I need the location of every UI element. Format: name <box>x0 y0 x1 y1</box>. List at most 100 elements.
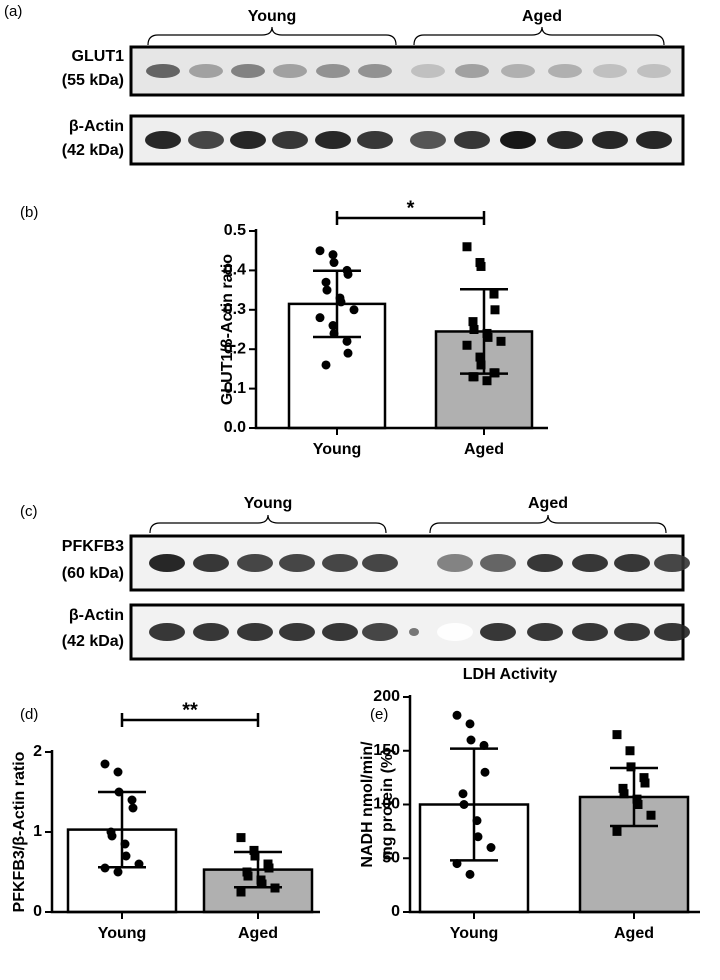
axis <box>408 695 700 914</box>
data-point <box>321 360 331 370</box>
band <box>455 64 489 78</box>
data-point <box>315 313 325 323</box>
data-point <box>612 730 622 740</box>
band <box>145 131 181 149</box>
blot-label: β-Actin <box>69 607 124 624</box>
band <box>358 64 392 78</box>
data-point <box>469 325 479 334</box>
y-tick-label: 0.1 <box>224 380 246 397</box>
y-tick-label: 1 <box>33 823 42 840</box>
band <box>149 623 185 641</box>
panel-label: (d) <box>20 706 38 723</box>
data-point <box>476 360 486 370</box>
band <box>527 554 563 572</box>
data-point <box>625 746 635 756</box>
data-point <box>113 767 123 777</box>
data-point <box>640 778 650 788</box>
data-point <box>459 800 469 809</box>
data-point <box>342 336 352 346</box>
blot-label: (55 kDa) <box>62 72 124 89</box>
y-axis-label: GLUT1/β-Actin ratio <box>219 254 236 405</box>
data-point <box>236 833 246 843</box>
data-point <box>127 795 137 805</box>
band <box>636 131 672 149</box>
data-point <box>633 800 643 809</box>
band <box>273 64 307 78</box>
data-point <box>619 789 629 799</box>
y-axis-label: mg protein (%) <box>379 749 396 861</box>
y-axis-label: NADH nmol/min/ <box>359 741 376 868</box>
brace <box>429 514 667 534</box>
brace <box>147 26 397 46</box>
error-bar <box>610 766 658 828</box>
data-point <box>321 277 331 287</box>
brace <box>149 514 387 534</box>
band <box>410 131 446 149</box>
data-point <box>482 376 492 386</box>
data-point <box>639 773 649 783</box>
band <box>480 554 516 572</box>
y-tick-label: 2 <box>33 743 42 760</box>
band <box>500 131 536 149</box>
band <box>437 623 473 641</box>
band <box>409 628 419 636</box>
x-tick-label: Young <box>450 925 499 942</box>
data-point <box>475 352 485 362</box>
data-point <box>329 258 339 268</box>
group-label: Aged <box>528 495 568 512</box>
y-tick-label: 0.3 <box>224 301 246 318</box>
error-bar <box>450 747 498 862</box>
blot <box>129 603 690 661</box>
band <box>315 131 351 149</box>
band <box>411 64 445 78</box>
blot <box>129 534 690 592</box>
axis <box>254 229 548 430</box>
band <box>593 64 627 78</box>
data-point <box>121 851 131 861</box>
band <box>237 554 273 572</box>
chart-title: LDH Activity <box>463 666 558 683</box>
band <box>357 131 393 149</box>
data-point <box>468 317 478 327</box>
band <box>279 554 315 572</box>
x-tick-label: Aged <box>238 925 278 942</box>
y-tick-label: 0.5 <box>224 222 246 239</box>
band <box>362 554 398 572</box>
data-point <box>462 242 472 252</box>
panel-label: (e) <box>370 706 388 723</box>
y-tick-label: 200 <box>373 688 400 705</box>
y-tick-label: 100 <box>373 796 400 813</box>
band <box>189 64 223 78</box>
data-point <box>496 336 506 346</box>
data-point <box>264 863 274 873</box>
band <box>572 623 608 641</box>
data-point <box>469 372 479 382</box>
band <box>548 64 582 78</box>
data-point <box>107 831 117 841</box>
group-label: Aged <box>522 8 562 25</box>
y-tick-label: 0 <box>33 903 42 920</box>
data-point <box>483 332 493 342</box>
y-tick-label: 0 <box>391 903 400 920</box>
group-label: Young <box>244 495 293 512</box>
band <box>547 131 583 149</box>
band <box>322 554 358 572</box>
panel-label: (b) <box>20 204 38 221</box>
band <box>501 64 535 78</box>
band <box>614 554 650 572</box>
error-bar <box>460 288 508 375</box>
significance-label: ** <box>182 699 198 721</box>
data-point <box>489 289 499 299</box>
x-tick-label: Young <box>313 441 362 458</box>
band <box>316 64 350 78</box>
band <box>637 64 671 78</box>
blot-label: (42 kDa) <box>62 142 124 159</box>
band <box>454 131 490 149</box>
band <box>480 623 516 641</box>
y-tick-label: 50 <box>382 849 400 866</box>
panel-label: (c) <box>20 503 38 520</box>
band <box>572 554 608 572</box>
x-tick-label: Aged <box>614 925 654 942</box>
y-tick-label: 0.0 <box>224 419 246 436</box>
